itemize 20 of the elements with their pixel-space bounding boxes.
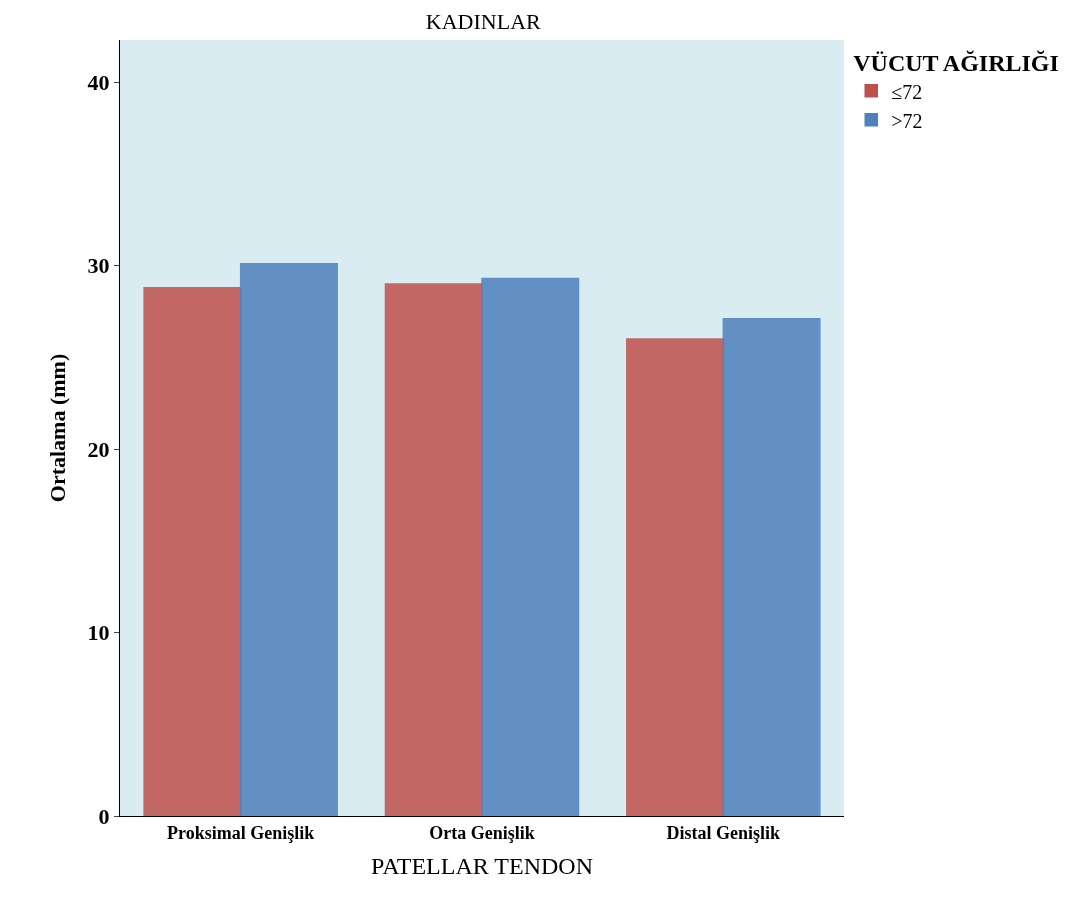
bar [722,318,821,816]
y-tick-label: 20 [87,436,110,462]
bar [143,286,242,816]
chart-title: KADINLAR [425,9,542,35]
y-tick-label: 10 [87,620,110,646]
bar [626,338,725,816]
x-tick-label: Distal Genişlik [666,822,781,843]
legend-label: >72 [891,109,923,132]
legend-label: ≤72 [891,80,923,103]
bar [384,283,483,816]
y-tick-label: 40 [87,69,110,95]
y-tick-label: 0 [98,803,110,829]
x-axis-title: PATELLAR TENDON [370,852,594,879]
y-axis-title: Ortalama (mm) [45,353,71,503]
y-tick-label: 30 [87,253,110,279]
bar [481,277,580,816]
x-tick-label: Proksimal Genişlik [167,822,315,843]
x-tick-label: Orta Genişlik [429,822,535,843]
bar [239,263,338,816]
legend-title: VÜCUT AĞIRLIĞI [853,50,1059,77]
